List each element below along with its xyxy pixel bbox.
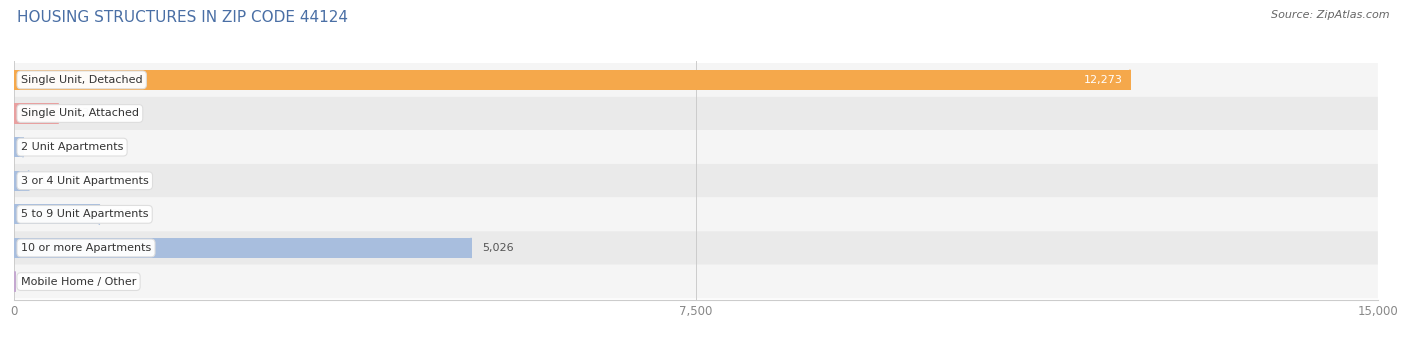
Text: Single Unit, Detached: Single Unit, Detached — [21, 75, 142, 85]
Text: 12,273: 12,273 — [1084, 75, 1123, 85]
FancyBboxPatch shape — [14, 130, 1378, 164]
FancyBboxPatch shape — [14, 164, 1378, 197]
FancyBboxPatch shape — [14, 97, 1378, 130]
Text: 2 Unit Apartments: 2 Unit Apartments — [21, 142, 124, 152]
Text: Single Unit, Attached: Single Unit, Attached — [21, 108, 139, 118]
Text: 483: 483 — [69, 108, 90, 118]
Text: 160: 160 — [39, 176, 60, 186]
Text: 10 or more Apartments: 10 or more Apartments — [21, 243, 150, 253]
FancyBboxPatch shape — [14, 63, 1378, 97]
Text: 98: 98 — [34, 142, 48, 152]
Bar — [14, 137, 22, 157]
Text: 5,026: 5,026 — [482, 243, 513, 253]
FancyBboxPatch shape — [14, 197, 1378, 231]
Text: 938: 938 — [110, 209, 132, 219]
Bar — [14, 170, 28, 191]
Text: Source: ZipAtlas.com: Source: ZipAtlas.com — [1271, 10, 1389, 20]
FancyBboxPatch shape — [14, 265, 1378, 298]
Bar — [14, 103, 58, 123]
Text: HOUSING STRUCTURES IN ZIP CODE 44124: HOUSING STRUCTURES IN ZIP CODE 44124 — [17, 10, 347, 25]
Text: Mobile Home / Other: Mobile Home / Other — [21, 277, 136, 286]
Bar — [14, 204, 100, 224]
Text: 3 or 4 Unit Apartments: 3 or 4 Unit Apartments — [21, 176, 149, 186]
Bar — [14, 70, 1130, 90]
Bar — [14, 238, 471, 258]
FancyBboxPatch shape — [14, 231, 1378, 265]
Text: 5 to 9 Unit Apartments: 5 to 9 Unit Apartments — [21, 209, 149, 219]
Text: 10: 10 — [25, 277, 39, 286]
